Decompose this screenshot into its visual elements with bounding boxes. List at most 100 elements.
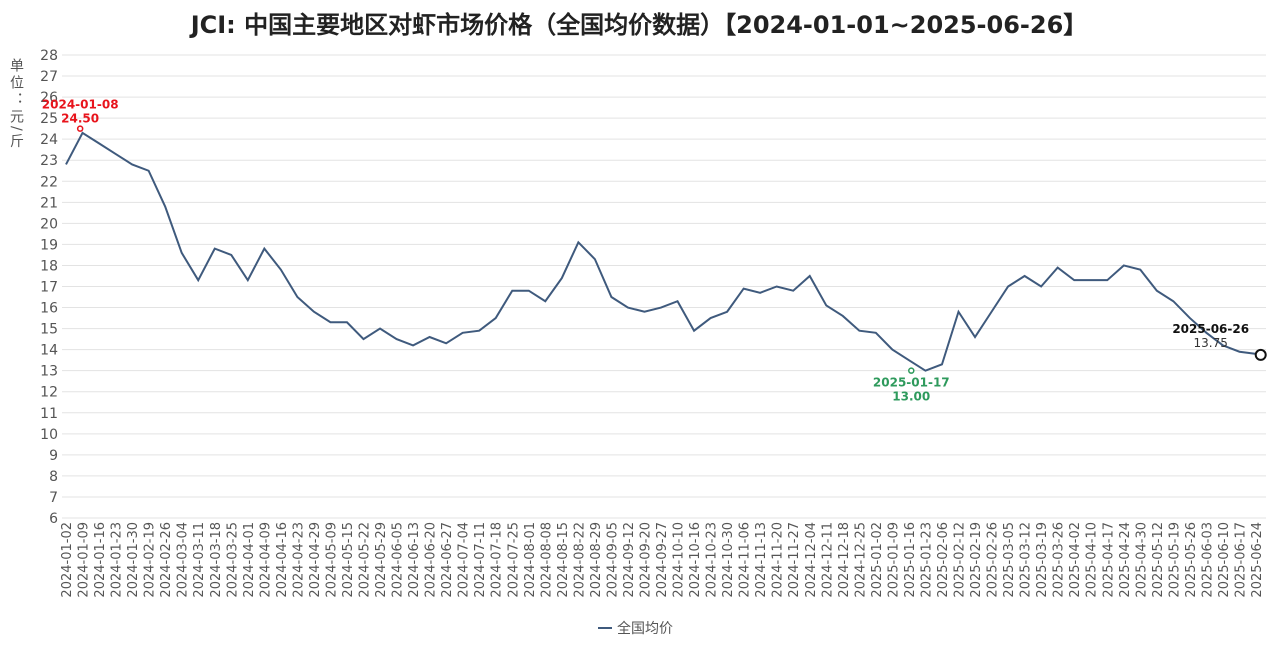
x-tick-label: 2025-01-02	[870, 522, 885, 598]
y-tick-label: 27	[40, 69, 58, 85]
x-tick-label: 2025-03-05	[1002, 522, 1017, 598]
x-tick-label: 2025-02-26	[986, 522, 1001, 598]
y-tick-label: 6	[49, 511, 58, 527]
annotation-date: 2025-01-17	[873, 376, 950, 390]
x-tick-label: 2024-09-20	[638, 522, 653, 598]
x-tick-label: 2024-11-20	[771, 522, 786, 598]
x-tick-label: 2025-06-24	[1250, 522, 1265, 598]
y-axis-label: 单位：元/斤	[8, 58, 24, 151]
x-tick-label: 2024-05-22	[358, 522, 373, 598]
x-tick-label: 2025-02-19	[969, 522, 984, 598]
x-tick-label: 2024-10-10	[672, 522, 687, 598]
x-tick-label: 2024-08-08	[539, 522, 554, 598]
x-tick-label: 2025-04-24	[1118, 522, 1133, 598]
annotation-value: 13.00	[892, 390, 930, 404]
x-tick-label: 2025-05-26	[1184, 522, 1199, 598]
x-tick-label: 2025-03-19	[1035, 522, 1050, 598]
x-tick-label: 2025-06-03	[1200, 522, 1215, 598]
y-tick-label: 13	[40, 364, 58, 380]
y-tick-label: 23	[40, 153, 58, 169]
x-tick-label: 2024-12-04	[804, 522, 819, 598]
x-tick-label: 2025-01-23	[919, 522, 934, 598]
x-tick-label: 2024-04-09	[258, 522, 273, 598]
y-tick-label: 21	[40, 195, 58, 211]
x-tick-label: 2024-07-18	[490, 522, 505, 598]
x-tick-label: 2024-07-11	[473, 522, 488, 598]
x-tick-label: 2024-10-23	[705, 522, 720, 598]
annotation-point	[908, 367, 915, 374]
y-tick-label: 19	[40, 237, 58, 253]
x-tick-label: 2024-09-05	[605, 522, 620, 598]
x-tick-label: 2025-04-17	[1101, 522, 1116, 598]
x-tick-label: 2024-02-26	[159, 522, 174, 598]
x-tick-label: 2024-01-23	[110, 522, 125, 598]
x-tick-label: 2024-06-27	[440, 522, 455, 598]
x-tick-label: 2024-03-11	[192, 522, 207, 598]
x-tick-label: 2024-06-13	[407, 522, 422, 598]
x-tick-label: 2025-04-30	[1134, 522, 1149, 598]
annotation-date: 2024-01-08	[42, 98, 119, 112]
x-tick-label: 2024-11-13	[754, 522, 769, 598]
x-tick-label: 2024-08-29	[589, 522, 604, 598]
x-tick-label: 2024-01-09	[77, 522, 92, 598]
x-tick-label: 2025-06-17	[1233, 522, 1248, 598]
annotation-value: 24.50	[61, 112, 99, 126]
y-tick-label: 28	[40, 48, 58, 64]
x-tick-label: 2024-03-25	[225, 522, 240, 598]
x-tick-label: 2024-01-02	[60, 522, 75, 598]
x-tick-label: 2024-04-16	[275, 522, 290, 598]
x-tick-label: 2025-01-09	[886, 522, 901, 598]
x-tick-label: 2024-04-23	[291, 522, 306, 598]
x-tick-label: 2024-08-22	[572, 522, 587, 598]
x-tick-label: 2024-04-29	[308, 522, 323, 598]
x-tick-label: 2025-03-12	[1019, 522, 1034, 598]
y-tick-label: 16	[40, 301, 58, 317]
y-tick-label: 9	[49, 448, 58, 464]
y-tick-label: 25	[40, 111, 58, 127]
legend-label: 全国均价	[617, 620, 673, 637]
x-tick-label: 2025-05-12	[1151, 522, 1166, 598]
x-tick-label: 2025-03-26	[1052, 522, 1067, 598]
annotation-point	[76, 125, 84, 132]
x-tick-label: 2024-01-16	[93, 522, 108, 598]
x-tick-label: 2025-01-16	[903, 522, 918, 598]
price-line	[65, 131, 1257, 372]
y-tick-label: 11	[40, 406, 58, 422]
x-tick-label: 2024-05-29	[374, 522, 389, 598]
x-tick-label: 2024-09-27	[655, 522, 670, 598]
x-tick-label: 2025-05-19	[1167, 522, 1182, 598]
y-tick-label: 7	[49, 490, 58, 506]
y-tick-label: 26	[40, 90, 58, 106]
annotation-date: 2025-06-26	[1172, 322, 1249, 336]
annotation-value: 13.75	[1194, 336, 1228, 350]
x-tick-label: 2025-02-06	[936, 522, 951, 598]
x-tick-label: 2024-07-25	[506, 522, 521, 598]
y-tick-label: 10	[40, 427, 58, 443]
x-tick-label: 2024-04-01	[242, 522, 257, 598]
x-tick-label: 2025-06-10	[1217, 522, 1232, 598]
y-tick-label: 20	[40, 216, 58, 232]
y-tick-label: 12	[40, 385, 58, 401]
x-tick-label: 2024-08-15	[556, 522, 571, 598]
x-tick-label: 2025-04-10	[1085, 522, 1100, 598]
x-tick-label: 2024-06-20	[424, 522, 439, 598]
x-tick-label: 2025-04-02	[1068, 522, 1083, 598]
x-tick-label: 2024-01-30	[126, 522, 141, 598]
y-tick-label: 8	[49, 469, 58, 485]
x-tick-label: 2024-07-04	[457, 522, 472, 598]
x-tick-label: 2024-12-18	[837, 522, 852, 598]
y-tick-label: 17	[40, 280, 58, 296]
x-tick-label: 2024-12-11	[820, 522, 835, 598]
x-tick-label: 2024-11-27	[787, 522, 802, 598]
x-tick-label: 2024-02-19	[143, 522, 158, 598]
y-tick-label: 24	[40, 132, 58, 148]
x-tick-label: 2024-03-18	[209, 522, 224, 598]
x-tick-label: 2024-03-04	[176, 522, 191, 598]
x-tick-label: 2024-11-06	[738, 522, 753, 598]
y-tick-label: 14	[40, 343, 58, 359]
x-tick-label: 2024-06-05	[391, 522, 406, 598]
chart-title: JCI: 中国主要地区对虾市场价格（全国均价数据）【2024-01-01~202…	[189, 11, 1088, 39]
x-tick-label: 2024-09-12	[622, 522, 637, 598]
